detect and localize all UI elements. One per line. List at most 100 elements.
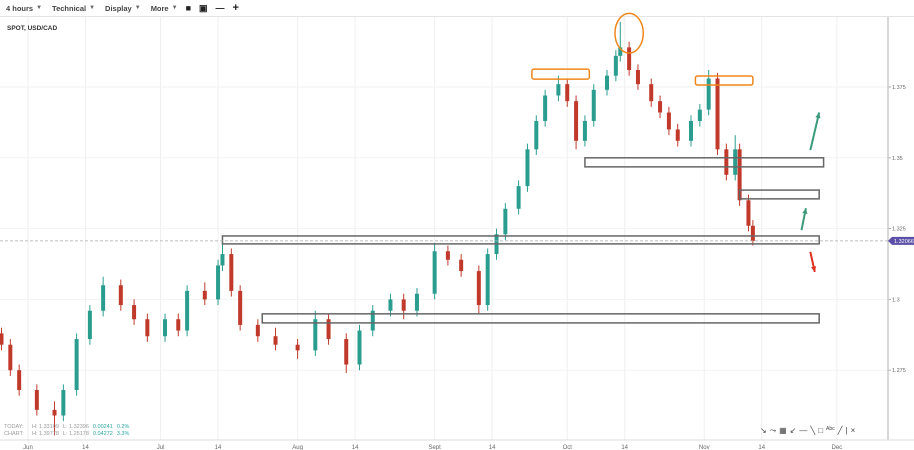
x-tick-label: Dec [832,445,843,450]
highlight-box [694,75,754,86]
candle-body [0,333,4,345]
drawing-toolbar: ↘ ⤳ ▦ ↙ — ╲ □ Abc ╱ | × [760,426,855,436]
y-tick-label: 1.3 [892,297,900,303]
candle-body [61,390,66,416]
y-tick-label: 1.35 [892,156,903,162]
technical-label: Technical [52,3,87,13]
candle-body [525,149,530,187]
candle-body [737,149,742,201]
chart-high: H: 1.39778 [32,431,59,437]
candle-body [750,225,755,241]
arrow-up-head [802,208,808,215]
highlight-ellipse [614,12,645,54]
pitchfork-tool-icon[interactable]: ↙ [789,426,797,435]
support-resistance-zone [738,189,820,200]
candle-body [34,390,39,410]
today-high: H: 1.33109 [32,424,59,430]
candle-body [534,120,539,150]
display-dropdown[interactable]: Display ▼ [105,4,141,13]
candle-body [746,200,751,226]
folder-open-icon[interactable]: ■ [185,3,191,13]
candle-body [574,101,579,141]
candle-body [658,101,663,113]
y-tick-label: 1.275 [892,368,906,374]
candle-body [582,120,587,141]
candle-body [52,409,57,416]
text-tool-icon[interactable]: Abc [826,426,835,432]
arrow-tool-icon[interactable]: ↘ [760,426,767,435]
candle-body [516,186,521,209]
rectangle-tool-icon[interactable]: □ [818,426,824,435]
timeframe-dropdown[interactable]: 4 hours ▼ [6,4,42,13]
chart-change: 0.04272 [92,431,113,437]
today-label: TODAY: [4,424,24,430]
x-tick-label: 14 [82,445,89,450]
toolbar: 4 hours ▼ Technical ▼ Display ▼ More ▼ ■ ▣ —… [0,0,914,17]
more-dropdown[interactable]: More ▼ [151,4,178,13]
candle-body [87,310,92,340]
curve-tool-icon[interactable]: ⤳ [769,426,777,435]
candle-body [176,319,181,331]
candle-body [459,259,464,272]
zoom-out-icon[interactable]: — [215,3,225,13]
x-tick-label: Oct [563,445,573,450]
stats-panel: TODAY: H: 1.33109 L: 1.32396 0.00241 0.2… [4,424,129,438]
candle-body [414,293,419,311]
x-tick-label: Jun [23,445,33,450]
candle-body [8,344,13,371]
candle-body [370,310,375,331]
today-stats: TODAY: H: 1.33109 L: 1.32396 0.00241 0.2… [4,424,129,431]
technical-dropdown[interactable]: Technical ▼ [52,4,95,13]
today-change: 0.00241 [92,424,113,430]
candle-body [666,112,671,130]
candle-body [238,290,243,325]
x-tick-label: 14 [215,445,222,450]
candle-body [724,149,729,175]
x-tick-label: 14 [621,445,628,450]
y-tick-label: 1.375 [892,85,906,91]
x-tick-label: 14 [352,445,359,450]
last-price-badge [888,236,914,245]
candle-body [591,89,596,121]
candle-body [401,299,406,311]
x-tick-label: Sept [428,445,441,450]
candle-body [689,120,693,141]
chart-pct: 3.3% [116,431,130,437]
candle-body [216,265,221,300]
candle-body [556,84,561,96]
x-tick-label: Jul [157,445,165,450]
chevron-down-icon: ▼ [171,5,178,11]
candle-body [476,271,481,306]
candle-body [503,208,508,235]
trend-line-tool-icon[interactable]: ╲ [810,426,816,435]
x-tick-label: 14 [758,445,765,450]
save-icon[interactable]: ▣ [199,2,208,13]
candle-body [627,47,632,71]
candle-body [185,290,190,331]
candle-body [675,129,680,141]
candle-body [649,84,654,102]
candle-body [565,84,570,102]
close-icon[interactable]: × [850,426,856,435]
candle-body [485,254,490,306]
candle-body [255,324,260,337]
support-resistance-zone [221,235,820,245]
candle-body [163,319,168,337]
candle-body [613,55,618,76]
candle-body [101,285,106,311]
candle-body [706,78,711,110]
candle-body [273,336,278,345]
display-label: Display [105,3,132,13]
candle-body [432,251,437,294]
candle-body [313,319,318,351]
more-label: More [150,3,169,13]
separator-icon: | [845,426,848,435]
chart-low: L: 1.25178 [62,431,89,437]
chart-stats: CHART: H: 1.39778 L: 1.25178 0.04272 3.3… [4,431,129,438]
candle-body [445,251,450,260]
horizontal-line-tool-icon[interactable]: — [799,426,808,435]
zoom-in-icon[interactable]: + [232,2,239,14]
ray-tool-icon[interactable]: ╱ [837,426,843,435]
fibonacci-tool-icon[interactable]: ▦ [779,426,787,435]
